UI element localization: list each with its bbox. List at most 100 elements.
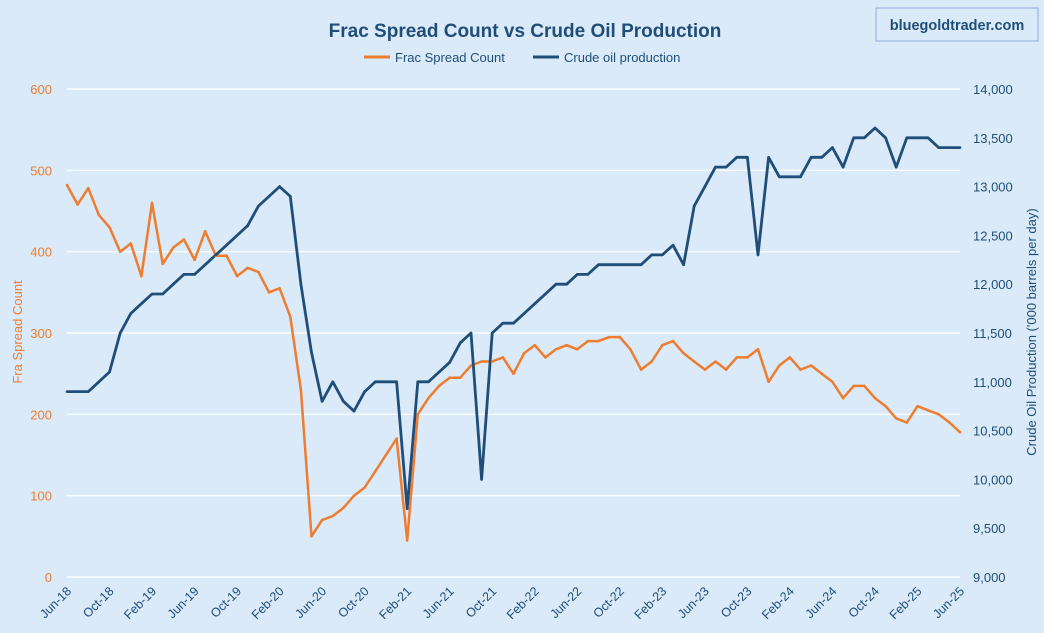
frac-data-point [129, 242, 133, 245]
frac-data-point [501, 356, 505, 359]
frac-data-point [490, 360, 494, 363]
crude-data-point [916, 136, 919, 140]
x-tick: Jun-19 [165, 584, 202, 621]
frac-data-point [820, 372, 824, 376]
crude-data-point [554, 282, 558, 286]
crude-data-point [257, 204, 260, 208]
y-tick-right: 9,500 [973, 521, 1006, 536]
frac-data-point [459, 376, 462, 380]
y-axis-left-ticks: 0 100 200 300 400 500 600 [30, 82, 52, 585]
crude-data-point [182, 273, 186, 276]
frac-data-point [607, 335, 611, 339]
x-tick: Feb-22 [504, 584, 542, 622]
watermark-box [875, 7, 1039, 42]
crude-data-point [299, 282, 303, 286]
frac-data-point [597, 339, 600, 343]
crude-data-point [310, 351, 313, 354]
frac-data-point [799, 368, 802, 371]
y-tick-right: 11,000 [973, 375, 1012, 390]
frac-data-point [576, 348, 579, 351]
y-tick-left: 400 [30, 245, 52, 260]
frac-data-point [703, 368, 707, 371]
frac-data-point [916, 404, 919, 408]
crude-data-point [692, 204, 696, 208]
crude-data-point [724, 165, 728, 169]
frac-data-point [448, 376, 452, 380]
crude-data-point [480, 478, 483, 481]
frac-data-point [416, 413, 420, 416]
y-tick-left: 100 [30, 489, 52, 504]
frac-data-point [172, 246, 175, 249]
crude-data-point [863, 136, 866, 140]
frac-data-point [384, 453, 388, 457]
crude-data-point [884, 136, 887, 140]
crude-data-point [246, 224, 249, 227]
frac-data-point [629, 348, 632, 351]
crude-data-point [384, 380, 388, 384]
frac-data-point [618, 335, 622, 339]
crude-data-point [118, 331, 122, 335]
crude-data-point [682, 263, 685, 267]
crude-data-point [87, 390, 90, 393]
crude-data-point [405, 507, 409, 511]
frac-data-point [182, 238, 186, 241]
frac-data-point [671, 339, 675, 343]
frac-data-point [863, 384, 866, 388]
crude-data-point [746, 156, 749, 159]
frac-data-point [97, 213, 101, 217]
crude-data-point [926, 136, 930, 140]
y-tick-right: 10,500 [973, 424, 1013, 439]
frac-data-point [661, 343, 664, 347]
legend-label-crude: Crude oil production [564, 50, 680, 65]
x-tick: Jun-20 [292, 584, 329, 621]
frac-data-point [140, 274, 143, 278]
y-tick-right: 12,000 [973, 277, 1013, 292]
frac-data-point [405, 539, 409, 542]
x-tick: Oct-20 [335, 584, 371, 620]
y-axis-right-label: Crude Oil Production ('000 barrels per d… [1024, 208, 1039, 455]
x-axis-ticks: Jun-18 Oct-18 Feb-19 Jun-19 Oct-19 Feb-20 Jun-… [37, 584, 967, 622]
frac-data-point [278, 287, 281, 290]
frac-data-point [639, 368, 643, 371]
crude-data-point [661, 253, 664, 257]
crude-data-point [193, 273, 196, 276]
frac-data-point [873, 396, 877, 400]
crude-data-point [565, 282, 568, 286]
crude-data-point [618, 263, 622, 267]
frac-data-point [544, 356, 547, 359]
crude-data-point [437, 370, 441, 374]
y-tick-left: 200 [30, 407, 52, 422]
frac-data-point [554, 348, 558, 351]
series-points-crude-oil-production [65, 126, 962, 511]
y-tick-right: 14,000 [973, 82, 1013, 97]
frac-data-point [937, 413, 940, 416]
y-tick-right: 13,500 [973, 131, 1013, 146]
x-tick: Jun-18 [37, 584, 74, 621]
frac-data-point [894, 417, 898, 420]
frac-data-point [395, 437, 398, 441]
x-tick: Feb-23 [632, 584, 670, 622]
crude-data-point [395, 380, 398, 384]
frac-data-point [809, 364, 813, 367]
frac-data-point [831, 380, 834, 384]
crude-data-point [289, 195, 292, 198]
frac-data-point [533, 343, 537, 347]
crude-data-point [459, 341, 462, 345]
frac-data-point [565, 343, 568, 347]
crude-data-point [714, 165, 717, 169]
crude-data-point [799, 175, 802, 179]
frac-data-point [161, 262, 164, 266]
frac-data-point [958, 430, 962, 434]
frac-data-point [650, 360, 653, 363]
frac-data-point [735, 356, 739, 359]
frac-data-point [320, 518, 324, 522]
crude-data-point [161, 292, 164, 296]
x-tick: Jun-25 [930, 584, 967, 621]
gridlines [67, 88, 960, 578]
crude-data-point [576, 273, 579, 276]
crude-data-point [852, 136, 855, 140]
frac-data-point [682, 352, 685, 355]
crude-data-point [639, 263, 643, 267]
crude-data-point [767, 156, 770, 159]
